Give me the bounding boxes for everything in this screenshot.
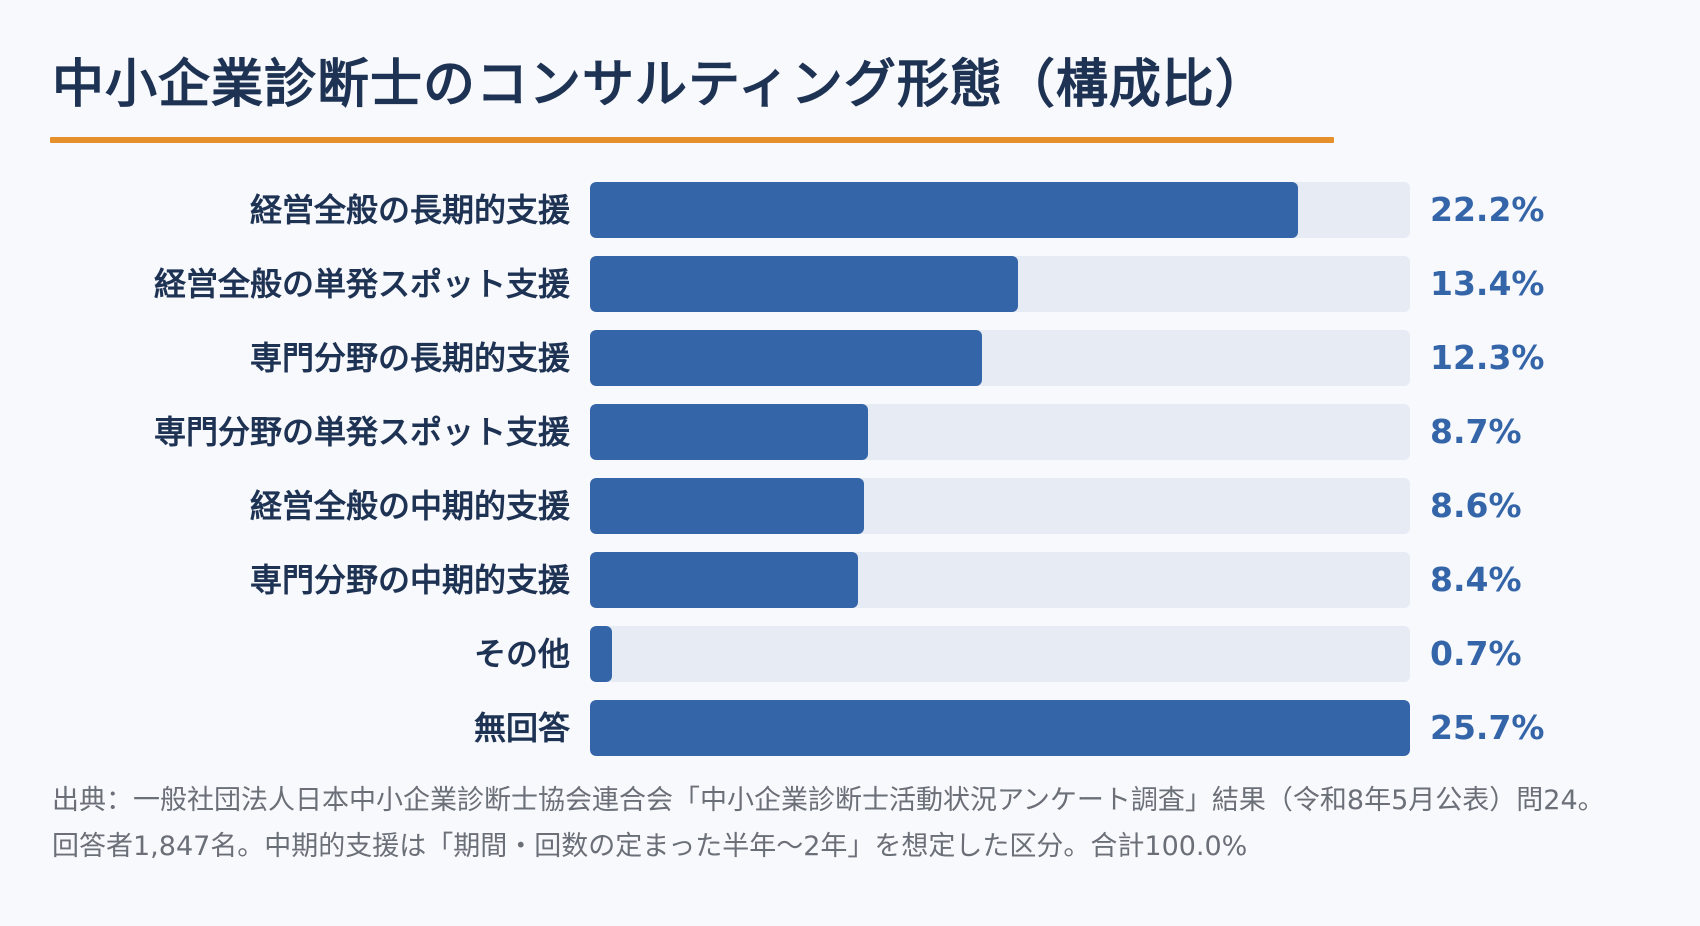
- bar-track: [590, 700, 1410, 756]
- bar-row: 専門分野の長期的支援 12.3%: [0, 330, 1700, 386]
- bar: [590, 626, 613, 682]
- value-label: 8.6%: [1430, 486, 1522, 525]
- bar: [590, 256, 1018, 312]
- value-label: 25.7%: [1430, 708, 1545, 747]
- bar-track: [590, 256, 1410, 312]
- bar: [590, 404, 868, 460]
- value-label: 13.4%: [1430, 264, 1545, 303]
- bar-row: 経営全般の長期的支援 22.2%: [0, 182, 1700, 238]
- category-label: 専門分野の長期的支援: [249, 339, 570, 377]
- category-label: 無回答: [473, 709, 570, 747]
- bar-track: [590, 552, 1410, 608]
- bar: [590, 552, 858, 608]
- chart-title: 中小企業診断士のコンサルティング形態（構成比）: [52, 55, 1268, 115]
- bar-row: 無回答 25.7%: [0, 700, 1700, 756]
- bar-track: [590, 478, 1410, 534]
- bar-row: 専門分野の単発スポット支援 8.7%: [0, 404, 1700, 460]
- value-label: 0.7%: [1430, 634, 1522, 673]
- category-label: 経営全般の長期的支援: [249, 191, 570, 229]
- bar-track: [590, 404, 1410, 460]
- source-note: 出典：一般社団法人日本中小企業診断士協会連合会「中小企業診断士活動状況アンケート…: [52, 785, 1605, 862]
- bar: [590, 182, 1299, 238]
- value-label: 22.2%: [1430, 190, 1545, 229]
- bar-row: 経営全般の単発スポット支援 13.4%: [0, 256, 1700, 312]
- bar: [590, 700, 1410, 756]
- bar-row: 経営全般の中期的支援 8.6%: [0, 478, 1700, 534]
- bar: [590, 478, 865, 534]
- category-label: 専門分野の単発スポット支援: [153, 413, 570, 451]
- category-label: その他: [473, 635, 570, 673]
- category-label: 経営全般の単発スポット支援: [153, 265, 570, 303]
- title-underline: [50, 137, 1334, 143]
- bar-row: その他 0.7%: [0, 626, 1700, 682]
- bar-track: [590, 330, 1410, 386]
- bar-row: 専門分野の中期的支援 8.4%: [0, 552, 1700, 608]
- value-label: 8.4%: [1430, 560, 1522, 599]
- value-label: 8.7%: [1430, 412, 1522, 451]
- category-label: 専門分野の中期的支援: [249, 561, 570, 599]
- bar-track: [590, 182, 1410, 238]
- value-label: 12.3%: [1430, 338, 1545, 377]
- category-label: 経営全般の中期的支援: [249, 487, 570, 525]
- bar: [590, 330, 983, 386]
- bar-track: [590, 626, 1410, 682]
